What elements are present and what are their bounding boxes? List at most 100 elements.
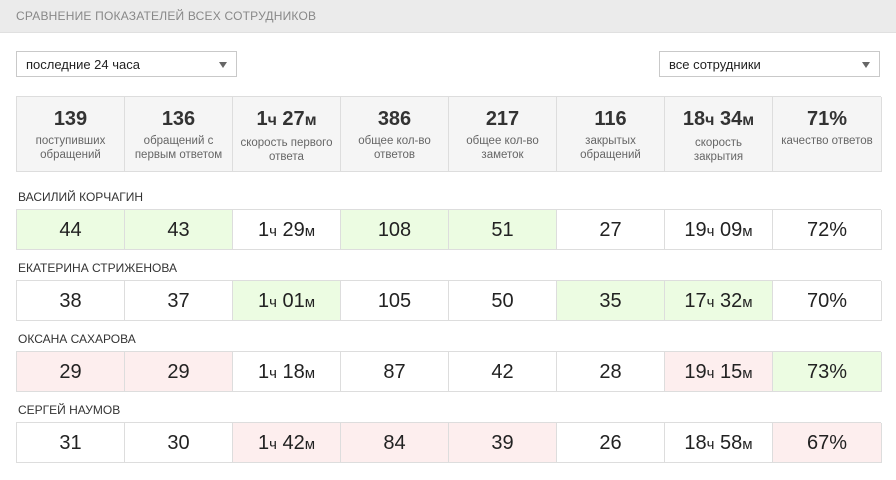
summary-value: 217 — [449, 107, 556, 131]
value-text: 1 — [256, 108, 268, 130]
employee-name: ВАСИЛИЙ КОРЧАГИН — [18, 190, 144, 204]
metric-cell: 105 — [341, 281, 449, 321]
metric-cell: 30 — [125, 423, 233, 463]
metric-cell: 17ч 32м — [665, 281, 773, 321]
metric-cell: 19ч 15м — [665, 352, 773, 392]
value-text: 18 — [276, 361, 305, 383]
employee-row: 44 43 1ч 29м 108 51 27 19ч 09м 72% — [16, 209, 882, 250]
metric-cell: 73% — [773, 352, 882, 392]
value-text: 51 — [491, 219, 514, 241]
metric-cell: 108 — [341, 210, 449, 250]
summary-label: обращений с первым ответом — [134, 135, 223, 161]
page-header: СРАВНЕНИЕ ПОКАЗАТЕЛЕЙ ВСЕХ СОТРУДНИКОВ — [0, 0, 896, 33]
unit-label: м — [742, 112, 755, 129]
value-text: 18 — [684, 432, 707, 454]
unit-label: ч — [705, 112, 715, 129]
metric-cell: 67% — [773, 423, 882, 463]
metric-cell: 35 — [557, 281, 665, 321]
metric-cell: 1ч 01м — [233, 281, 341, 321]
value-text: 1 — [257, 219, 270, 241]
metric-cell: 39 — [449, 423, 557, 463]
unit-label: ч — [706, 436, 715, 453]
value-text: 19 — [684, 361, 707, 383]
metric-cell: 84 — [341, 423, 449, 463]
employee-name: ЕКАТЕРИНА СТРИЖЕНОВА — [18, 261, 177, 275]
metric-cell: 50 — [449, 281, 557, 321]
value-text: 67% — [806, 432, 848, 454]
summary-metric: 1ч 27м скорость первого ответа — [233, 97, 341, 172]
value-text: 139 — [53, 108, 88, 130]
summary-value: 139 — [17, 107, 124, 131]
unit-label: м — [742, 365, 753, 382]
metric-cell: 27 — [557, 210, 665, 250]
value-text: 29 — [59, 361, 82, 383]
employee-row: 38 37 1ч 01м 105 50 35 17ч 32м 70% — [16, 280, 882, 321]
metric-cell: 43 — [125, 210, 233, 250]
unit-label: ч — [706, 294, 715, 311]
summary-value: 18ч 34м — [665, 107, 772, 133]
value-text: 42 — [276, 432, 305, 454]
unit-label: м — [304, 365, 316, 382]
value-text: 70% — [806, 290, 848, 312]
unit-label: ч — [267, 112, 277, 129]
summary-value: 71% — [773, 107, 881, 131]
value-text: 39 — [491, 432, 514, 454]
unit-label: ч — [269, 223, 277, 240]
value-text: 1 — [257, 432, 270, 454]
page-title: СРАВНЕНИЕ ПОКАЗАТЕЛЕЙ ВСЕХ СОТРУДНИКОВ — [16, 9, 317, 23]
summary-label: поступивших обращений — [35, 135, 106, 161]
value-text: 35 — [599, 290, 622, 312]
metric-cell: 31 — [17, 423, 125, 463]
summary-label: общее кол-во заметок — [466, 135, 539, 161]
employee-name: СЕРГЕЙ НАУМОВ — [18, 403, 121, 417]
value-text: 84 — [383, 432, 406, 454]
value-text: 18 — [682, 108, 706, 130]
value-text: 44 — [59, 219, 82, 241]
unit-label: м — [304, 112, 317, 129]
metric-cell: 1ч 18м — [233, 352, 341, 392]
value-text: 72% — [806, 219, 848, 241]
metric-cell: 38 — [17, 281, 125, 321]
value-text: 136 — [161, 108, 196, 130]
value-text: 26 — [599, 432, 622, 454]
value-text: 30 — [167, 432, 190, 454]
summary-metric: 386 общее кол-во ответов — [341, 97, 449, 172]
unit-label: м — [304, 294, 316, 311]
metric-cell: 19ч 09м — [665, 210, 773, 250]
summary-label: скорость первого ответа — [240, 137, 333, 163]
period-select[interactable]: последние 24 часа — [16, 51, 237, 77]
chevron-down-icon — [219, 62, 227, 68]
value-text: 386 — [377, 108, 412, 130]
summary-metric: 136 обращений с первым ответом — [125, 97, 233, 172]
unit-label: м — [742, 436, 753, 453]
unit-label: ч — [269, 436, 277, 453]
unit-label: ч — [706, 223, 715, 240]
metric-cell: 70% — [773, 281, 882, 321]
metric-cell: 29 — [125, 352, 233, 392]
summary-metric: 139 поступивших обращений — [17, 97, 125, 172]
metric-cell: 37 — [125, 281, 233, 321]
chevron-down-icon — [862, 62, 870, 68]
summary-value: 386 — [341, 107, 448, 131]
summary-row: 139 поступивших обращений 136 обращений с п… — [16, 96, 882, 172]
value-text: 32 — [714, 290, 743, 312]
metric-cell: 51 — [449, 210, 557, 250]
value-text: 71% — [806, 108, 848, 130]
metric-cell: 26 — [557, 423, 665, 463]
summary-label: скорость закрытия — [693, 137, 744, 163]
summary-metric: 116 закрытых обращений — [557, 97, 665, 172]
metric-cell: 28 — [557, 352, 665, 392]
summary-label: качество ответов — [781, 135, 873, 147]
value-text: 29 — [167, 361, 190, 383]
value-text: 34 — [714, 108, 743, 130]
value-text: 37 — [167, 290, 190, 312]
employees-select[interactable]: все сотрудники — [659, 51, 880, 77]
metric-cell: 87 — [341, 352, 449, 392]
value-text: 42 — [491, 361, 514, 383]
unit-label: ч — [269, 365, 277, 382]
value-text: 29 — [276, 219, 305, 241]
value-text: 15 — [714, 361, 743, 383]
summary-metric: 217 общее кол-во заметок — [449, 97, 557, 172]
value-text: 09 — [714, 219, 743, 241]
value-text: 73% — [806, 361, 848, 383]
